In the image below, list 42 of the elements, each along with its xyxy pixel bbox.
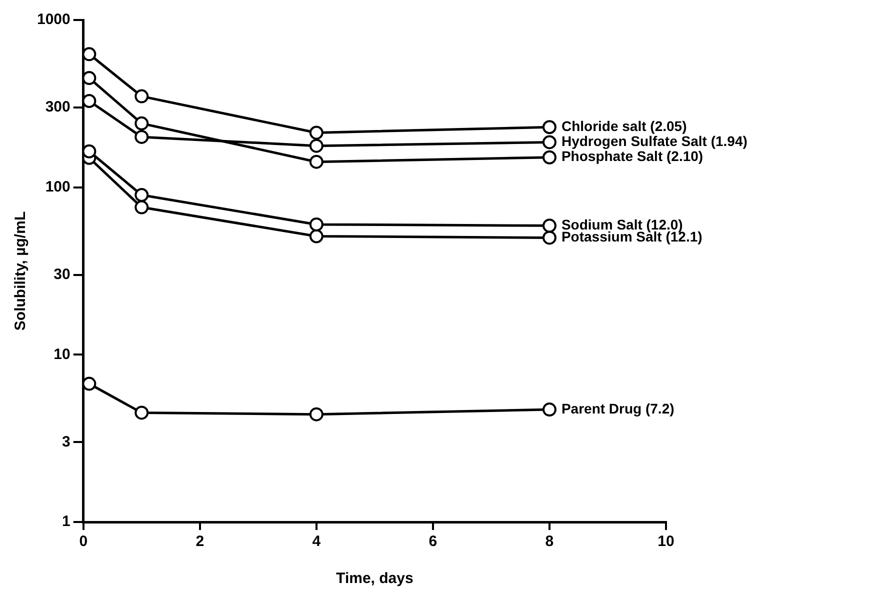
- point: [83, 71, 96, 86]
- series-label: Chloride salt (2.05): [561, 118, 687, 134]
- series-label: Hydrogen Sulfate Salt (1.94): [561, 133, 748, 150]
- point: [83, 94, 96, 108]
- point: [542, 120, 556, 134]
- x-axis-title: Time, days: [336, 570, 414, 588]
- point: [309, 126, 324, 140]
- y-tick-label: 10: [54, 346, 70, 363]
- point: [542, 402, 556, 417]
- point: [134, 89, 149, 104]
- point: [542, 230, 556, 245]
- point: [309, 407, 324, 422]
- point: [134, 130, 149, 144]
- y-tick-label: 1000: [36, 11, 70, 28]
- point: [83, 47, 96, 62]
- point: [542, 135, 556, 150]
- x-tick-label: 4: [312, 533, 322, 550]
- y-tick-label: 3: [62, 433, 70, 450]
- point: [542, 218, 556, 233]
- point: [83, 144, 96, 158]
- x-tick-label: 6: [428, 533, 438, 550]
- point: [134, 116, 149, 130]
- x-tick-label: 0: [79, 533, 88, 550]
- point: [309, 138, 324, 153]
- x-tick-label: 8: [545, 533, 554, 550]
- y-tick-label: 300: [45, 98, 70, 116]
- point: [134, 406, 149, 420]
- series-label: Phosphate Salt (2.10): [561, 148, 704, 164]
- y-tick-label: 30: [54, 266, 70, 283]
- y-tick-label: 100: [45, 178, 70, 196]
- x-tick-label: 2: [196, 533, 204, 550]
- point: [309, 154, 324, 169]
- point: [83, 376, 96, 391]
- point: [309, 229, 324, 244]
- x-tick-label: 10: [658, 533, 674, 550]
- point: [134, 200, 149, 214]
- y-tick-label: 1: [62, 513, 70, 530]
- y-axis-title: Solubility, µg/mL: [12, 211, 30, 331]
- point: [134, 188, 149, 202]
- series-label: Parent Drug (7.2): [561, 400, 674, 416]
- point: [542, 150, 556, 164]
- point: [309, 217, 324, 232]
